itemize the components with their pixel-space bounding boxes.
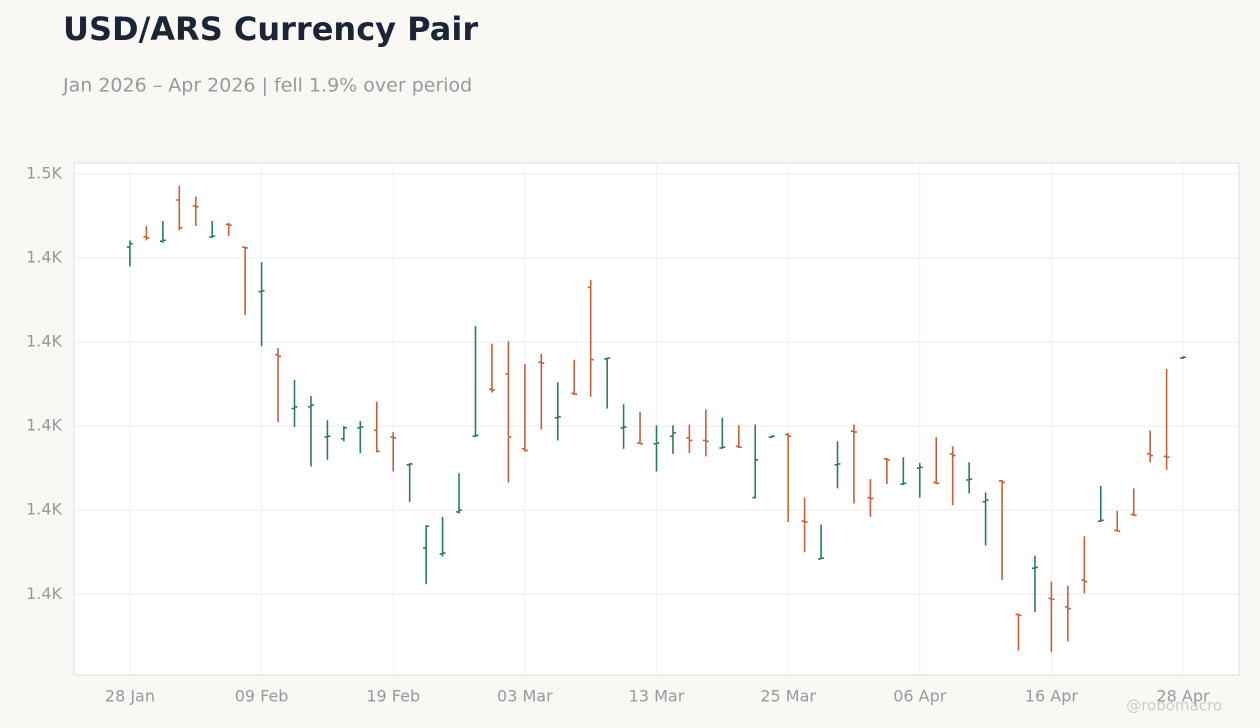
x-tick-label: 28 Jan: [105, 687, 155, 706]
x-tick-label: 06 Apr: [893, 687, 947, 706]
y-tick-label: 1.4K: [26, 416, 62, 435]
y-tick-label: 1.5K: [26, 163, 62, 182]
chart-title: USD/ARS Currency Pair: [63, 10, 478, 48]
x-tick-label: 28 Apr: [1156, 687, 1210, 706]
y-tick-label: 1.4K: [26, 584, 62, 603]
x-tick-label: 19 Feb: [366, 687, 420, 706]
chart-subtitle: Jan 2026 – Apr 2026 | fell 1.9% over per…: [62, 75, 472, 97]
y-tick-label: 1.4K: [26, 500, 62, 519]
x-tick-label: 25 Mar: [760, 687, 816, 706]
x-tick-label: 13 Mar: [629, 687, 685, 706]
x-tick-label: 16 Apr: [1025, 687, 1079, 706]
y-tick-label: 1.4K: [26, 248, 62, 267]
x-tick-label: 09 Feb: [235, 687, 289, 706]
watermark: @robomacro: [1126, 697, 1222, 715]
x-tick-label: 03 Mar: [497, 687, 553, 706]
y-tick-label: 1.4K: [26, 332, 62, 351]
